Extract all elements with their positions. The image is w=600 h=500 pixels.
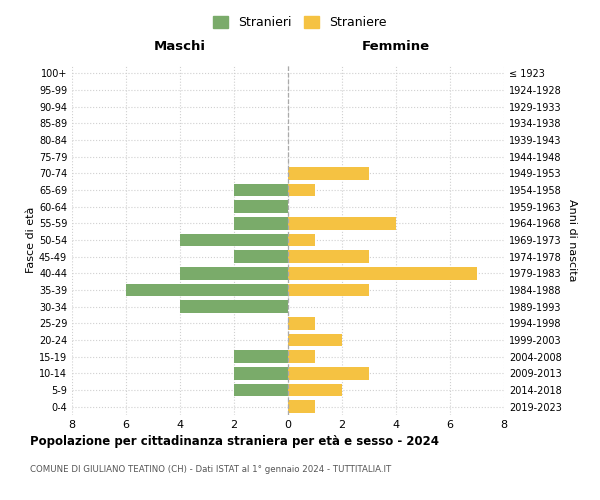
Bar — [234, 184, 288, 196]
Bar — [288, 367, 369, 380]
Y-axis label: Fasce di età: Fasce di età — [26, 207, 36, 273]
Bar — [288, 384, 342, 396]
Bar — [180, 300, 288, 313]
Bar — [288, 217, 396, 230]
Bar — [288, 234, 315, 246]
Bar — [234, 367, 288, 380]
Bar — [288, 250, 369, 263]
Text: Maschi: Maschi — [154, 40, 206, 54]
Bar — [288, 167, 369, 179]
Bar — [234, 217, 288, 230]
Bar — [126, 284, 288, 296]
Y-axis label: Anni di nascita: Anni di nascita — [567, 198, 577, 281]
Bar — [288, 317, 315, 330]
Bar — [288, 284, 369, 296]
Bar — [288, 350, 315, 363]
Bar — [234, 384, 288, 396]
Bar — [234, 200, 288, 213]
Bar — [180, 267, 288, 280]
Bar — [234, 250, 288, 263]
Text: Femmine: Femmine — [362, 40, 430, 54]
Text: Popolazione per cittadinanza straniera per età e sesso - 2024: Popolazione per cittadinanza straniera p… — [30, 435, 439, 448]
Text: COMUNE DI GIULIANO TEATINO (CH) - Dati ISTAT al 1° gennaio 2024 - TUTTITALIA.IT: COMUNE DI GIULIANO TEATINO (CH) - Dati I… — [30, 465, 391, 474]
Bar — [288, 184, 315, 196]
Bar — [234, 350, 288, 363]
Bar — [288, 334, 342, 346]
Legend: Stranieri, Straniere: Stranieri, Straniere — [208, 11, 392, 34]
Bar — [288, 400, 315, 413]
Bar — [180, 234, 288, 246]
Bar — [288, 267, 477, 280]
